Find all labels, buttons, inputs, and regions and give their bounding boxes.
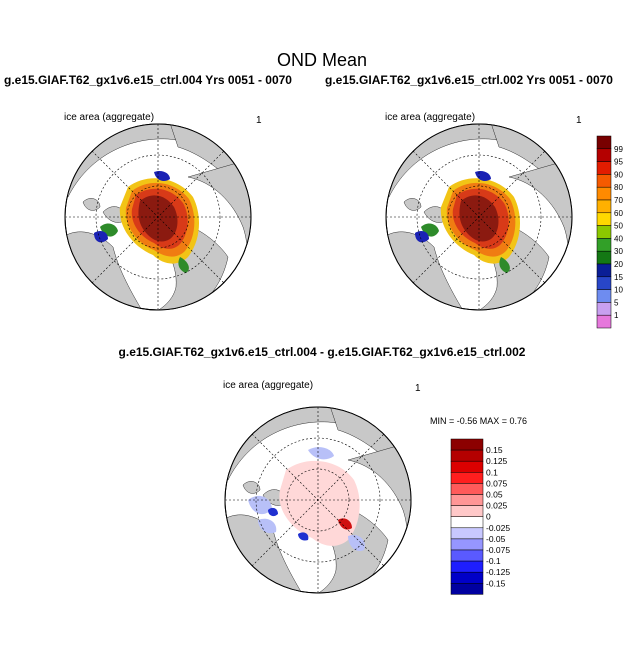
mean-colorbar-tick-label: 70	[614, 196, 623, 205]
difference-colorbar-swatch	[450, 527, 484, 540]
difference-colorbar-tick-label: 0.025	[486, 501, 508, 511]
right-polar-map	[385, 123, 573, 311]
mean-colorbar-tick-label: 90	[614, 170, 623, 179]
mean-colorbar-swatch	[596, 148, 612, 162]
right-panel-label: ice area (aggregate)	[385, 112, 476, 123]
difference-colorbar-swatch	[450, 549, 484, 562]
left-panel-value: 1	[256, 115, 262, 126]
difference-colorbar-swatch	[450, 483, 484, 495]
difference-colorbar-tick-label: 0.05	[486, 490, 503, 500]
mean-colorbar-swatch	[596, 263, 612, 278]
difference-colorbar-swatch	[450, 449, 484, 462]
mean-colorbar-tick-label: 15	[614, 273, 623, 282]
diff-minmax: MIN = -0.56 MAX = 0.76	[430, 416, 528, 426]
difference-colorbar-swatch	[450, 571, 484, 584]
mean-colorbar-tick-label: 10	[614, 286, 623, 295]
mean-colorbar-tick-label: 99	[614, 145, 623, 154]
difference-colorbar-swatch	[450, 460, 484, 473]
mean-colorbar-swatch	[596, 250, 612, 265]
difference-colorbar-swatch	[450, 538, 484, 551]
difference-colorbar-tick-label: 0	[486, 512, 491, 522]
mean-colorbar-tick-label: 40	[614, 234, 623, 243]
difference-colorbar-swatch	[450, 583, 484, 595]
difference-colorbar-tick-label: 0.1	[486, 467, 498, 477]
difference-colorbar-tick-label: -0.15	[486, 578, 506, 588]
difference-colorbar-swatch	[450, 505, 484, 517]
mean-colorbar-swatch	[596, 238, 612, 252]
mean-colorbar-tick-label: 5	[614, 298, 619, 307]
mean-colorbar-swatch	[596, 135, 612, 150]
right-panel-value: 1	[576, 115, 582, 126]
mean-colorbar-swatch	[596, 225, 612, 239]
difference-colorbar-tick-label: -0.05	[486, 534, 506, 544]
mean-colorbar-swatch	[596, 161, 612, 175]
mean-colorbar-swatch	[596, 212, 612, 226]
diff-panel-label: ice area (aggregate)	[223, 380, 314, 391]
difference-colorbar-tick-label: -0.075	[486, 545, 510, 555]
difference-colorbar-tick-label: 0.125	[486, 456, 508, 466]
difference-colorbar-tick-label: -0.1	[486, 556, 501, 566]
difference-colorbar: 0.150.1250.10.0750.050.0250-0.025-0.05-0…	[450, 438, 510, 595]
left-polar-map	[64, 123, 252, 311]
left-case-title: g.e15.GIAF.T62_gx1v6.e15_ctrl.004 Yrs 00…	[4, 73, 292, 87]
difference-colorbar-swatch	[450, 516, 484, 529]
mean-colorbar-tick-label: 30	[614, 247, 623, 256]
mean-colorbar-swatch	[596, 302, 612, 316]
mean-colorbar-tick-label: 80	[614, 183, 623, 192]
mean-colorbar: 99 95 90 80 70 60 50 40 30 20 15 10 5 1	[596, 135, 623, 329]
mean-colorbar-swatch	[596, 186, 612, 201]
difference-colorbar-swatch	[450, 494, 484, 506]
difference-colorbar-tick-label: 0.075	[486, 478, 508, 488]
right-case-title: g.e15.GIAF.T62_gx1v6.e15_ctrl.002 Yrs 00…	[325, 73, 613, 87]
mean-colorbar-tick-label: 50	[614, 222, 623, 231]
difference-title: g.e15.GIAF.T62_gx1v6.e15_ctrl.004 - g.e1…	[118, 345, 526, 359]
difference-colorbar-swatch	[450, 472, 484, 484]
difference-colorbar-tick-label: -0.025	[486, 523, 510, 533]
mean-colorbar-swatch	[596, 314, 612, 329]
difference-polar-map	[224, 406, 412, 594]
diff-panel-value: 1	[415, 383, 421, 394]
left-panel-label: ice area (aggregate)	[64, 112, 155, 123]
mean-colorbar-swatch	[596, 174, 612, 188]
page-title: OND Mean	[276, 50, 368, 70]
difference-colorbar-tick-label: 0.15	[486, 445, 503, 455]
mean-colorbar-tick-label: 1	[614, 311, 619, 320]
mean-colorbar-swatch	[596, 199, 612, 214]
difference-colorbar-swatch	[450, 560, 484, 573]
difference-colorbar-swatch	[450, 438, 484, 451]
mean-colorbar-tick-label: 60	[614, 209, 623, 218]
mean-colorbar-tick-label: 20	[614, 260, 623, 269]
mean-colorbar-swatch	[596, 276, 612, 290]
difference-colorbar-tick-label: -0.125	[486, 567, 510, 577]
mean-colorbar-swatch	[596, 289, 612, 303]
mean-colorbar-tick-label: 95	[614, 158, 623, 167]
